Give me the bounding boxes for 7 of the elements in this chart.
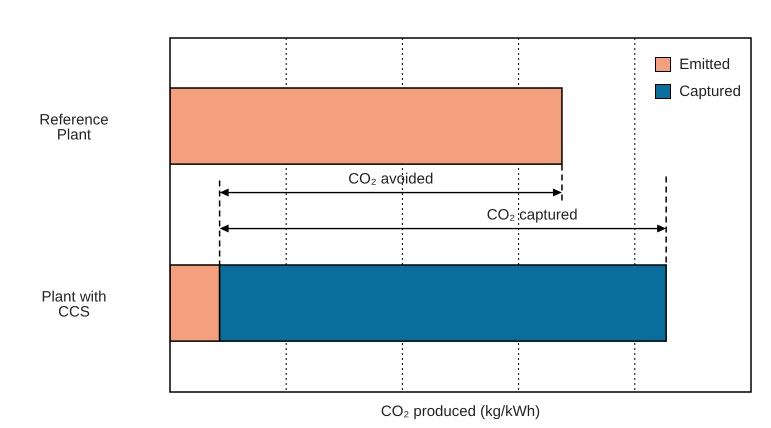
legend-label: Emitted [678,56,732,73]
annotation: CO₂ captured [486,206,578,224]
y-tick-label: Reference Plant [39,111,109,144]
legend-label: Captured [678,83,741,100]
y-tick-label: Plant with CCS [41,288,107,320]
annotation: CO₂ avoided [348,170,434,188]
x-axis-title: CO₂ produced (kg/kWh) [380,403,540,420]
